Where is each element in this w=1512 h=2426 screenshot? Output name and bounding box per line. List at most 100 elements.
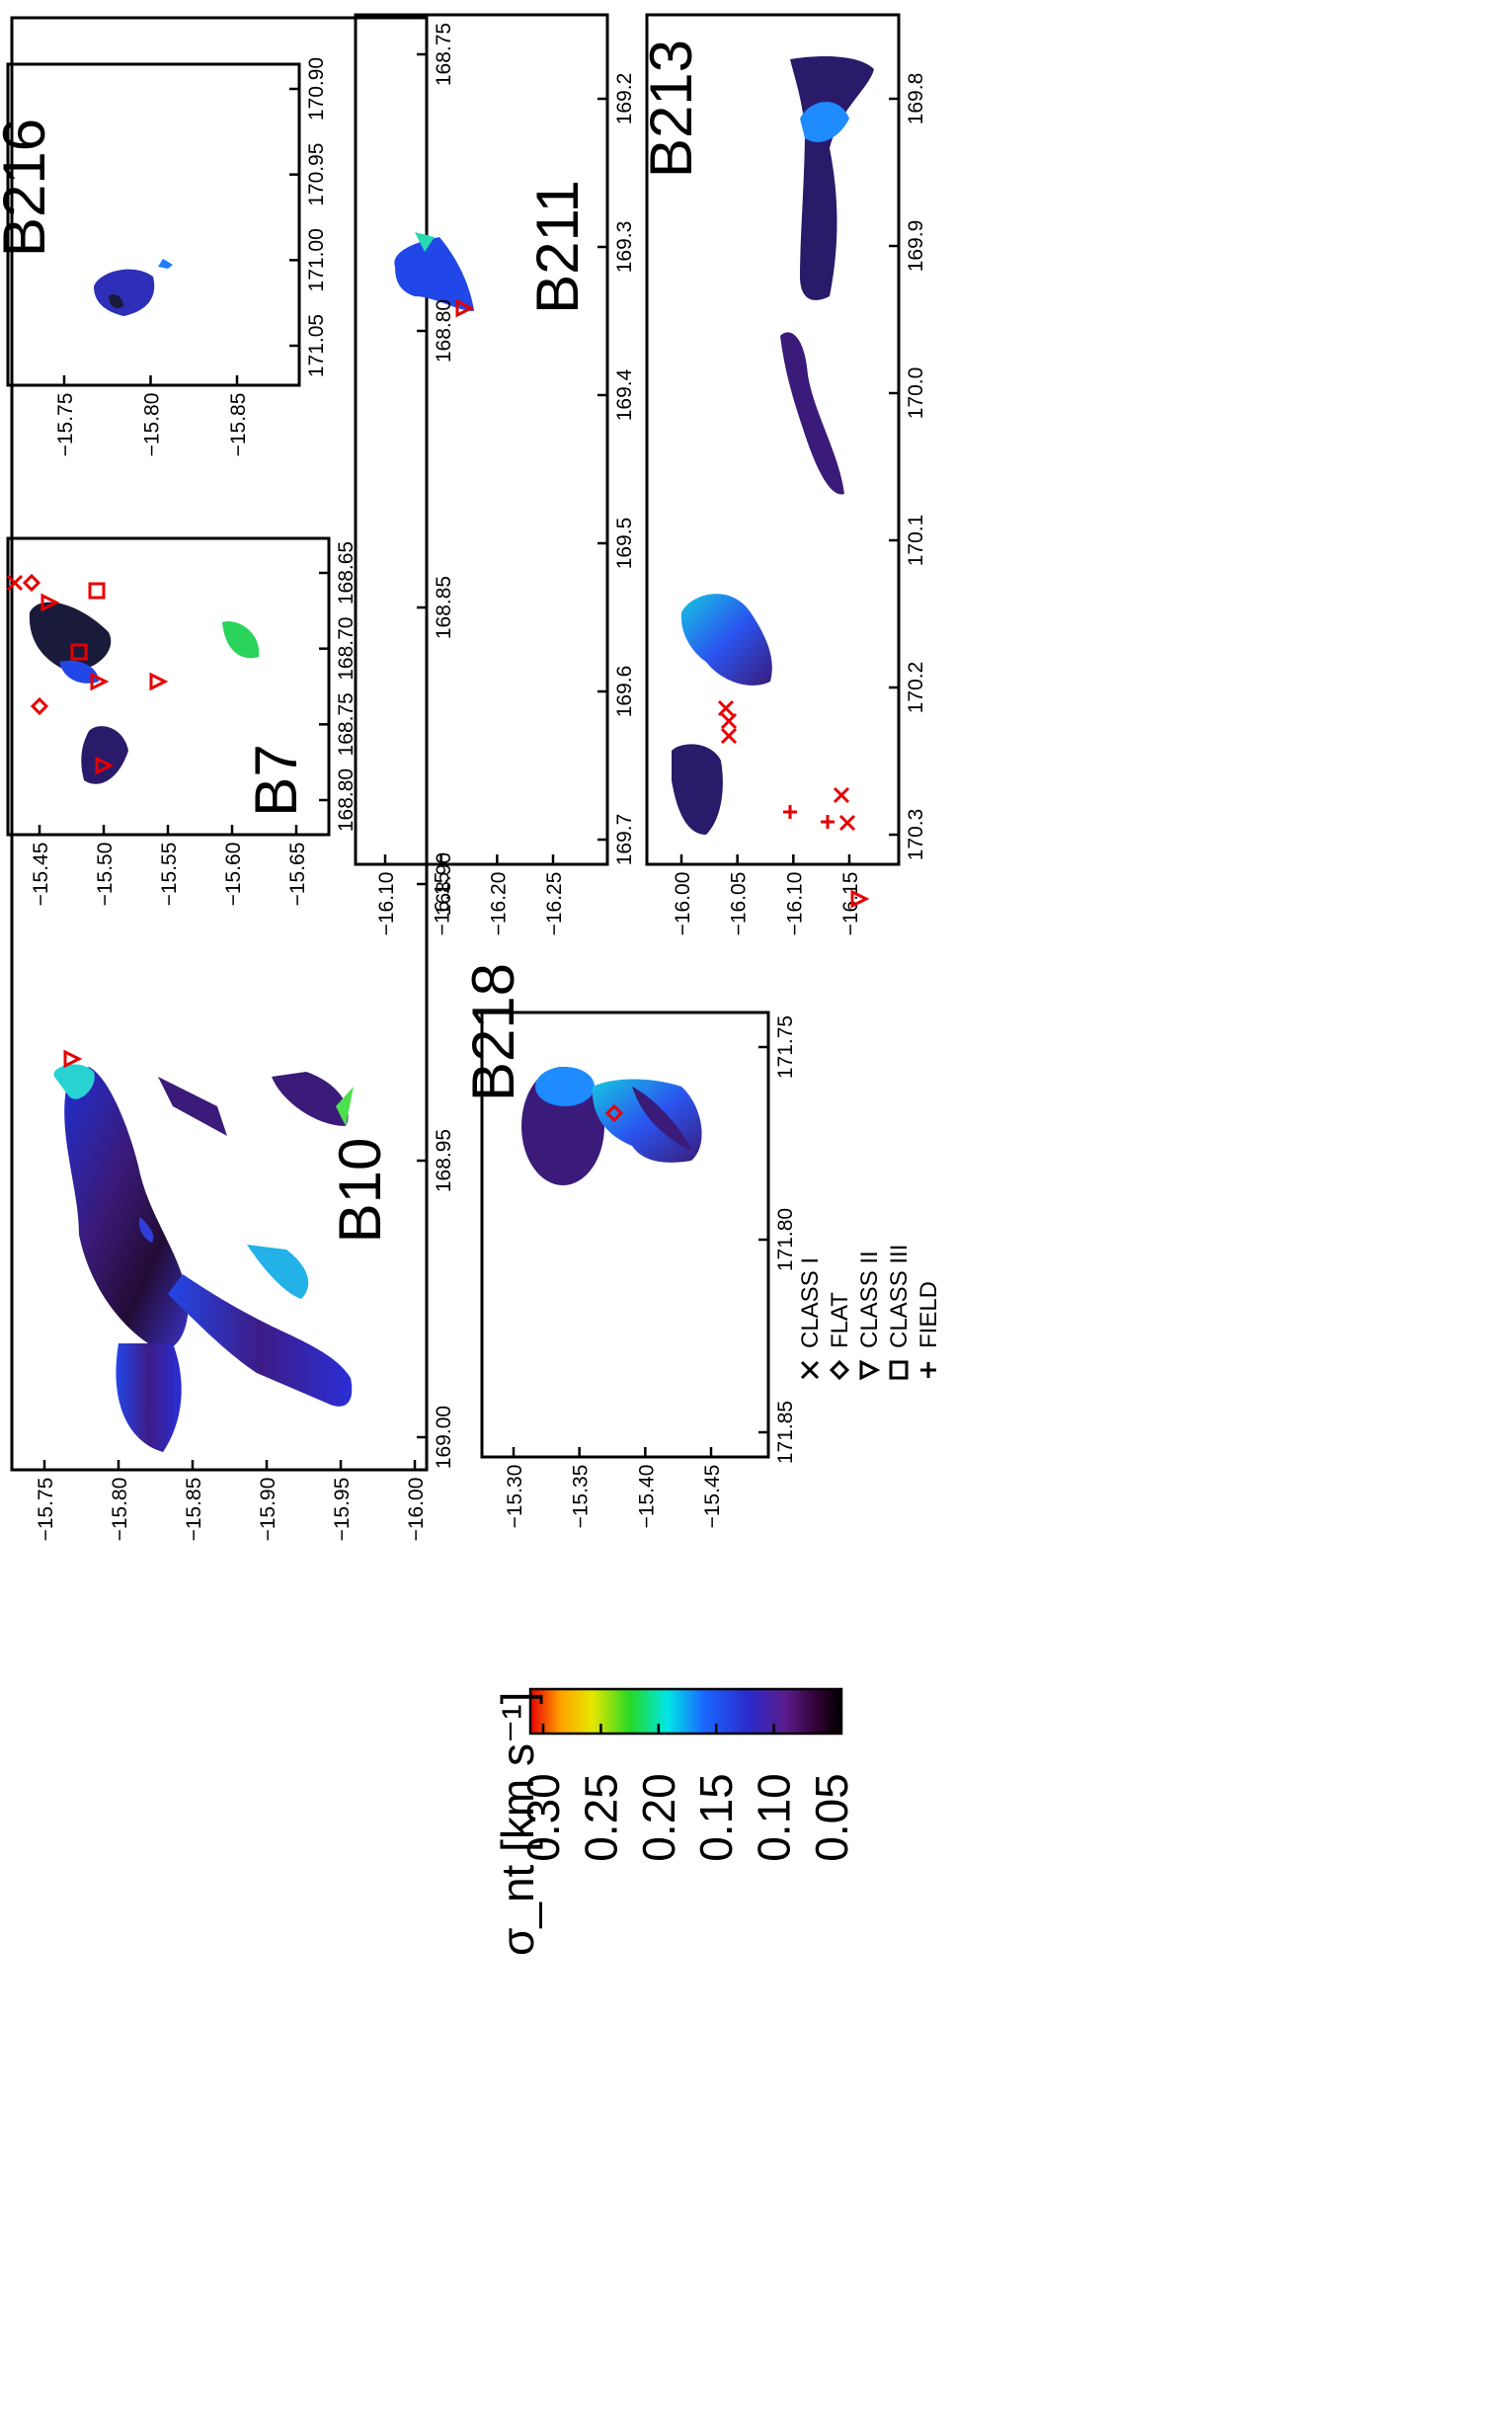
panel-b213-dec-tick-label: −16.05 — [728, 872, 751, 936]
panel-b7-ra-tick-label: 168.70 — [335, 617, 358, 681]
panel-b10-dec-tick-label: −15.95 — [331, 1478, 354, 1542]
panel-b7-ra-tick-label: 168.80 — [335, 768, 358, 832]
panel-b10-dec-tick-label: −15.85 — [183, 1478, 205, 1542]
panel-b216-ra-tick-label: 170.90 — [305, 57, 328, 121]
figure-annotations: 169.00 168.95 168.90 168.85 168.80 168.75 −15.… — [0, 23, 942, 1956]
panel-b213-yso-marker — [783, 805, 797, 819]
legend-symbol — [859, 1359, 881, 1381]
panel-b216-emission — [94, 259, 173, 316]
panel-b211-dec-tick-label: −16.10 — [375, 872, 398, 936]
panel-b218-ra-tick-label: 171.80 — [774, 1208, 797, 1271]
panel-b216-dec-tick-label: −15.80 — [141, 393, 164, 457]
panel-b211-frame — [354, 13, 609, 866]
panel-b7-yso-marker — [149, 672, 169, 691]
panel-b218-frame — [480, 1011, 770, 1459]
panel-b211-ra-tick-label: 169.7 — [613, 814, 636, 866]
panel-b218-emission — [521, 1067, 702, 1185]
panel-b216-dec-tick-label: −15.85 — [227, 393, 250, 457]
colorbar-title: σ_nt [km s⁻¹] — [492, 1692, 543, 1956]
panel-b211-ra-tick-label: 169.4 — [613, 368, 636, 421]
panel-b10-dec-tick-label: −15.90 — [257, 1478, 279, 1542]
panel-b213-emission — [672, 56, 874, 835]
panel-b7-dec-tick-label: −15.65 — [286, 843, 309, 907]
panel-b10-emission — [53, 1064, 354, 1452]
panel-b10-ra-tick-label: 169.00 — [433, 1406, 455, 1469]
panel-b211-ra-tick-label: 169.2 — [613, 73, 636, 125]
panel-b7-yso-marker — [95, 756, 115, 775]
panel-b213-title: B213 — [638, 40, 704, 178]
panel-b10-ra-tick-label: 168.75 — [433, 23, 455, 86]
legend-entry: FIELD — [915, 1281, 942, 1348]
panel-b7-emission — [29, 602, 260, 784]
panel-b7-dec-tick-label: −15.45 — [30, 843, 52, 907]
panel-b211-ra-tick-label: 169.3 — [613, 221, 636, 274]
panel-b213-yso-marker — [821, 815, 835, 829]
panel-b218-ra-tick-label: 171.75 — [774, 1015, 797, 1079]
panel-b10-dec-tick-label: −15.75 — [35, 1478, 57, 1542]
legend-entry: CLASS III — [886, 1245, 913, 1348]
panel-b10-dec-tick-label: −16.00 — [405, 1478, 428, 1542]
panel-b213-frame — [645, 13, 901, 866]
panel-b7-yso-marker — [6, 574, 24, 592]
panel-b216-title: B216 — [0, 119, 57, 257]
panel-b213-yso-marker — [720, 712, 738, 730]
panel-b216 — [6, 62, 301, 387]
panel-b213-yso-marker — [720, 727, 738, 745]
colorbar-tick-label: 0.05 — [806, 1773, 857, 1862]
panel-b7-yso-marker — [40, 593, 60, 612]
colorbar-tick-label: 0.30 — [517, 1773, 569, 1862]
panel-b7-yso-marker — [30, 696, 49, 716]
panel-b213-ra-tick-label: 170.3 — [905, 809, 927, 861]
panel-b7-yso-marker — [22, 573, 41, 593]
panel-b7-dec-tick-label: −15.60 — [222, 843, 245, 907]
panel-b10-ra-tick-label: 168.90 — [433, 852, 455, 916]
panel-b211-title: B211 — [524, 180, 591, 314]
panel-b211 — [354, 13, 609, 866]
legend-symbol — [920, 1362, 936, 1378]
colorbar-tick-label: 0.15 — [690, 1773, 742, 1862]
panel-b218-dec-tick-label: −15.35 — [570, 1465, 593, 1529]
panel-b218-dec-tick-label: −15.45 — [701, 1465, 724, 1529]
panel-b218-ra-tick-label: 171.85 — [774, 1401, 797, 1464]
panel-b211-emission — [394, 232, 474, 311]
panel-b213-ra-tick-label: 170.2 — [905, 662, 927, 714]
panel-b211-dec-tick-label: −16.25 — [543, 872, 566, 936]
panel-b213-yso-marker — [833, 786, 850, 804]
panel-b216-ra-tick-label: 170.95 — [305, 143, 328, 206]
panel-b218 — [480, 1011, 770, 1459]
legend-entry: CLASS I — [797, 1257, 824, 1348]
panel-b7-title: B7 — [243, 744, 309, 816]
legend-symbol — [800, 1360, 820, 1380]
panel-b211-dec-tick-label: −16.15 — [432, 872, 454, 936]
panel-b7 — [6, 536, 331, 837]
panel-b213-ra-tick-label: 169.8 — [905, 73, 927, 125]
legend-entry: FLAT — [827, 1292, 853, 1348]
colorbar-tick-label: 0.20 — [633, 1773, 684, 1862]
colorbar-tick-label: 0.10 — [749, 1773, 800, 1862]
panel-b218-dec-tick-label: −15.40 — [635, 1465, 658, 1529]
panel-b10-dec-tick-label: −15.80 — [109, 1478, 131, 1542]
panel-b213 — [645, 13, 901, 866]
legend-symbol — [829, 1359, 850, 1381]
panel-b218-yso-marker — [604, 1103, 624, 1123]
panel-b213-dec-tick-label: −16.10 — [783, 872, 806, 936]
panel-b10-ra-tick-label: 168.95 — [433, 1129, 455, 1192]
panel-b213-ra-tick-label: 170.0 — [905, 367, 927, 420]
panel-b213-ra-tick-label: 170.1 — [905, 515, 927, 567]
panel-b211-ra-tick-label: 169.5 — [613, 518, 636, 570]
panel-b211-yso-marker — [455, 298, 475, 318]
panel-b216-ra-tick-label: 171.00 — [305, 228, 328, 291]
panel-b213-yso-marker — [838, 814, 856, 832]
panel-b211-dec-tick-label: −16.20 — [487, 872, 510, 936]
panel-b213-ra-tick-label: 169.9 — [905, 220, 927, 273]
panel-b7-ra-tick-label: 168.65 — [335, 541, 358, 605]
panel-b7-yso-marker — [70, 643, 88, 661]
panel-b10-ra-tick-label: 168.85 — [433, 576, 455, 639]
panel-b10-ra-tick-label: 168.80 — [433, 299, 455, 363]
legend-symbol — [889, 1360, 909, 1380]
legend-entry: CLASS II — [856, 1251, 883, 1348]
panel-b213-yso-marker — [850, 889, 870, 909]
panel-b10 — [10, 16, 429, 1472]
colorbar-gradient — [528, 1687, 843, 1736]
